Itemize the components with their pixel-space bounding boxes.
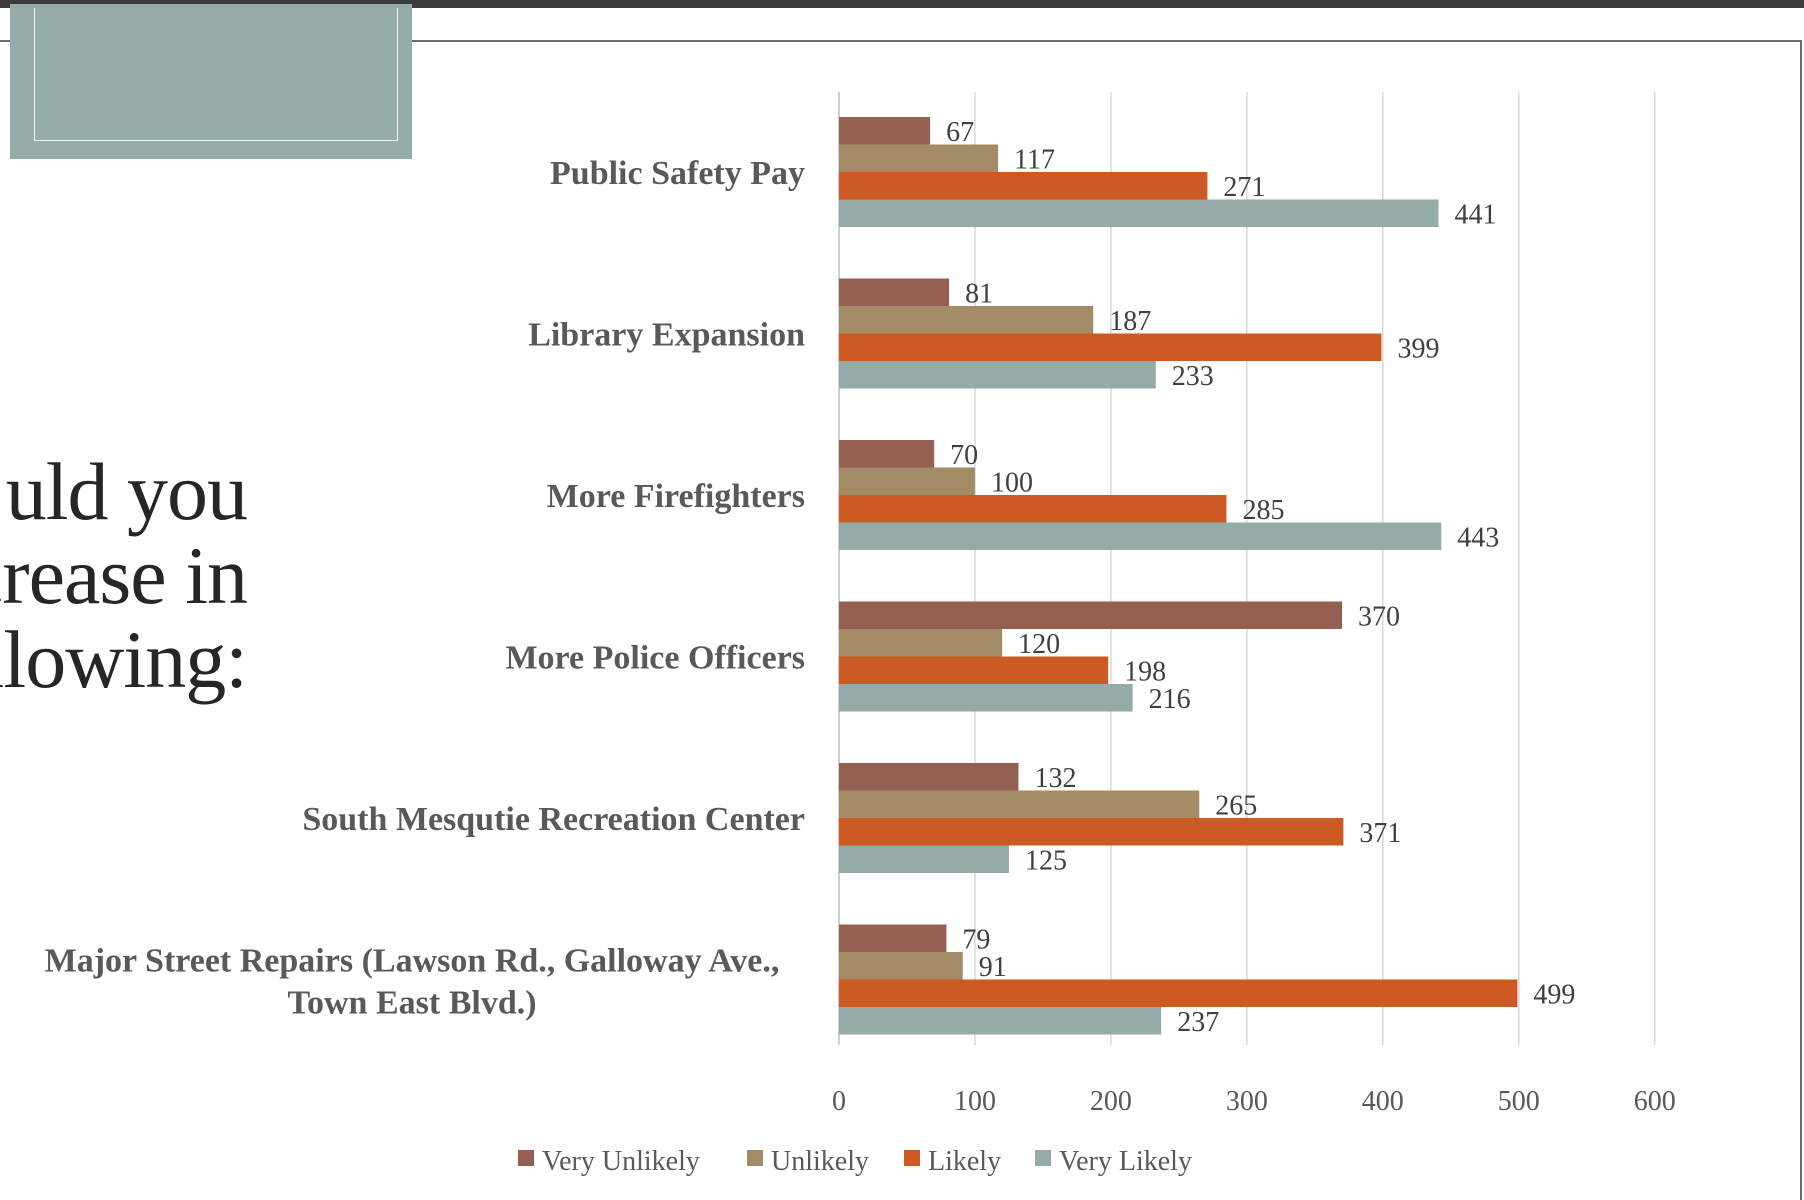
data-label: 79 <box>962 925 990 956</box>
data-label: 441 <box>1455 200 1497 231</box>
legend-label: Very Unlikely <box>542 1146 700 1177</box>
bar <box>839 172 1208 200</box>
data-label: 371 <box>1359 818 1401 849</box>
legend-swatch <box>904 1150 920 1166</box>
bar <box>839 656 1109 684</box>
data-label: 399 <box>1397 334 1439 365</box>
bar <box>839 629 1003 657</box>
bar <box>839 440 935 468</box>
data-label: 100 <box>991 468 1033 499</box>
data-label: 132 <box>1034 763 1076 794</box>
bar <box>839 306 1094 334</box>
bar <box>839 467 975 495</box>
x-tick-label: 400 <box>1362 1086 1404 1117</box>
category-label: Public Safety Pay <box>550 155 805 192</box>
data-label: 187 <box>1109 306 1151 337</box>
bar <box>839 1007 1162 1035</box>
bar <box>839 601 1343 629</box>
data-label: 370 <box>1358 602 1400 633</box>
data-label: 443 <box>1457 523 1499 554</box>
data-label: 265 <box>1215 791 1257 822</box>
slide-title: uld you crease in llowing: <box>0 446 248 705</box>
data-label: 233 <box>1172 361 1214 392</box>
data-label: 216 <box>1149 684 1191 715</box>
category-label: Major Street Repairs (Lawson Rd., Gallow… <box>45 943 780 1022</box>
data-label: 70 <box>950 440 978 471</box>
x-tick-label: 100 <box>954 1086 996 1117</box>
bar <box>839 684 1133 712</box>
bar <box>839 278 950 306</box>
category-label: South Mesqutie Recreation Center <box>302 801 805 838</box>
category-label: More Firefighters <box>547 478 805 515</box>
data-labels: 67 117 271 441 81 187 399 233 70 100 285 443 370 120 1… <box>946 117 1575 1038</box>
legend-swatch <box>518 1150 534 1166</box>
legend-swatch <box>747 1150 763 1166</box>
data-label: 117 <box>1014 145 1055 176</box>
bar <box>839 522 1442 550</box>
bar <box>839 117 931 145</box>
x-tick-label: 300 <box>1226 1086 1268 1117</box>
data-label: 81 <box>965 279 993 310</box>
legend: Very Unlikely Unlikely Likely Very Likely <box>518 1146 1192 1177</box>
data-label: 125 <box>1025 846 1067 877</box>
legend-swatch <box>1035 1150 1051 1166</box>
bar <box>839 333 1382 361</box>
data-label: 237 <box>1177 1007 1219 1038</box>
category-label: Library Expansion <box>528 317 805 354</box>
window-top-bar <box>0 0 1804 8</box>
bar <box>839 952 963 980</box>
legend-label: Very Likely <box>1059 1146 1192 1177</box>
data-label: 198 <box>1124 657 1166 688</box>
bar <box>839 144 999 172</box>
bar <box>839 845 1009 873</box>
bar <box>839 495 1227 523</box>
x-tick-label: 500 <box>1498 1086 1540 1117</box>
data-label: 285 <box>1242 495 1284 526</box>
category-label: More Police Officers <box>505 640 805 677</box>
decorative-title-box <box>10 4 412 159</box>
x-tick-label: 0 <box>832 1086 846 1117</box>
bar <box>839 763 1019 791</box>
legend-label: Likely <box>928 1146 1001 1177</box>
x-tick-label: 200 <box>1090 1086 1132 1117</box>
bar <box>839 979 1518 1007</box>
bar <box>839 199 1439 227</box>
data-label: 120 <box>1018 629 1060 660</box>
gridlines <box>838 92 1656 1045</box>
bar <box>839 361 1156 389</box>
category-labels: Public Safety Pay Library Expansion More F… <box>45 155 805 1022</box>
data-label: 91 <box>979 952 1007 983</box>
decorative-inner-frame <box>34 8 398 141</box>
bar <box>839 924 947 952</box>
bar <box>839 818 1344 846</box>
x-axis-ticks: 0 100 200 300 400 500 600 <box>832 1086 1676 1117</box>
bars <box>839 117 1518 1035</box>
legend-label: Unlikely <box>771 1146 869 1177</box>
bar <box>839 790 1200 818</box>
data-label: 271 <box>1223 172 1265 203</box>
x-tick-label: 600 <box>1634 1086 1676 1117</box>
data-label: 499 <box>1533 980 1575 1011</box>
data-label: 67 <box>946 117 974 148</box>
